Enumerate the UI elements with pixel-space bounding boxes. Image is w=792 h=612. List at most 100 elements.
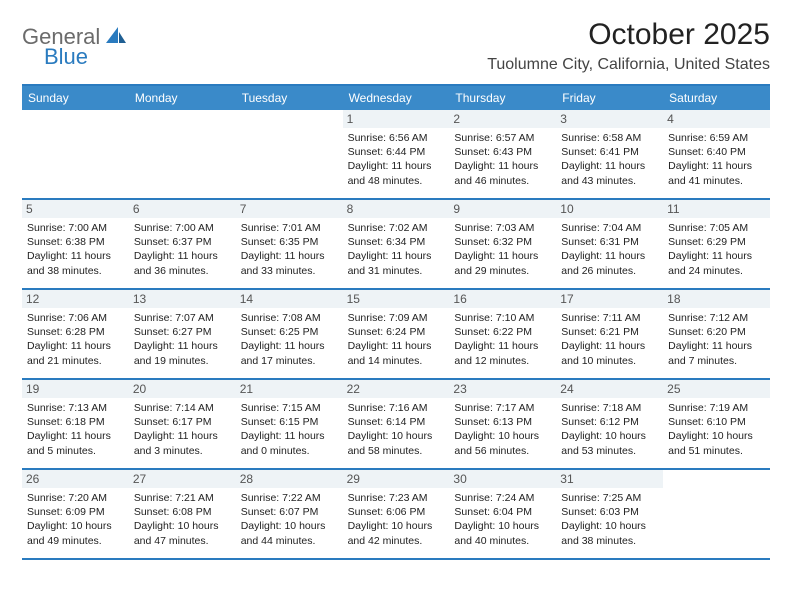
day-number: 4 [663,110,770,128]
calendar-day: 11Sunrise: 7:05 AMSunset: 6:29 PMDayligh… [663,200,770,288]
daylight-line-1: Daylight: 11 hours [561,159,658,173]
sunset-line: Sunset: 6:14 PM [348,415,445,429]
day-number: 5 [22,200,129,218]
sunrise-line: Sunrise: 7:07 AM [134,311,231,325]
sunrise-line: Sunrise: 7:09 AM [348,311,445,325]
calendar-day: 28Sunrise: 7:22 AMSunset: 6:07 PMDayligh… [236,470,343,558]
sunset-line: Sunset: 6:32 PM [454,235,551,249]
sunrise-line: Sunrise: 7:08 AM [241,311,338,325]
sunset-line: Sunset: 6:13 PM [454,415,551,429]
day-number: 29 [343,470,450,488]
calendar-empty [22,110,129,198]
logo-text-blue: Blue [44,44,88,70]
daylight-line-2: and 29 minutes. [454,264,551,278]
calendar-day: 15Sunrise: 7:09 AMSunset: 6:24 PMDayligh… [343,290,450,378]
calendar-day: 24Sunrise: 7:18 AMSunset: 6:12 PMDayligh… [556,380,663,468]
sunset-line: Sunset: 6:22 PM [454,325,551,339]
daylight-line-1: Daylight: 11 hours [27,429,124,443]
daylight-line-1: Daylight: 11 hours [241,339,338,353]
daylight-line-1: Daylight: 11 hours [241,249,338,263]
daylight-line-2: and 12 minutes. [454,354,551,368]
daylight-line-2: and 58 minutes. [348,444,445,458]
day-number: 17 [556,290,663,308]
sunset-line: Sunset: 6:10 PM [668,415,765,429]
daylight-line-2: and 38 minutes. [561,534,658,548]
sunset-line: Sunset: 6:38 PM [27,235,124,249]
sunrise-line: Sunrise: 6:56 AM [348,131,445,145]
daylight-line-1: Daylight: 11 hours [454,159,551,173]
daylight-line-1: Daylight: 11 hours [134,339,231,353]
sunset-line: Sunset: 6:18 PM [27,415,124,429]
calendar-week: 1Sunrise: 6:56 AMSunset: 6:44 PMDaylight… [22,110,770,200]
daylight-line-1: Daylight: 11 hours [348,159,445,173]
daylight-line-2: and 53 minutes. [561,444,658,458]
day-number: 27 [129,470,236,488]
calendar-day: 9Sunrise: 7:03 AMSunset: 6:32 PMDaylight… [449,200,556,288]
daylight-line-2: and 47 minutes. [134,534,231,548]
sunset-line: Sunset: 6:09 PM [27,505,124,519]
daylight-line-2: and 56 minutes. [454,444,551,458]
daylight-line-1: Daylight: 10 hours [454,429,551,443]
day-number: 6 [129,200,236,218]
daylight-line-2: and 31 minutes. [348,264,445,278]
sunset-line: Sunset: 6:27 PM [134,325,231,339]
sunset-line: Sunset: 6:31 PM [561,235,658,249]
day-number: 20 [129,380,236,398]
calendar-week: 5Sunrise: 7:00 AMSunset: 6:38 PMDaylight… [22,200,770,290]
sunrise-line: Sunrise: 7:17 AM [454,401,551,415]
sunset-line: Sunset: 6:40 PM [668,145,765,159]
daylight-line-1: Daylight: 11 hours [27,339,124,353]
calendar-day: 14Sunrise: 7:08 AMSunset: 6:25 PMDayligh… [236,290,343,378]
sunrise-line: Sunrise: 7:16 AM [348,401,445,415]
calendar-day: 4Sunrise: 6:59 AMSunset: 6:40 PMDaylight… [663,110,770,198]
sunset-line: Sunset: 6:28 PM [27,325,124,339]
calendar-day: 20Sunrise: 7:14 AMSunset: 6:17 PMDayligh… [129,380,236,468]
sunrise-line: Sunrise: 7:00 AM [27,221,124,235]
daylight-line-2: and 33 minutes. [241,264,338,278]
calendar-day: 8Sunrise: 7:02 AMSunset: 6:34 PMDaylight… [343,200,450,288]
sunset-line: Sunset: 6:44 PM [348,145,445,159]
sunrise-line: Sunrise: 7:18 AM [561,401,658,415]
day-number: 1 [343,110,450,128]
day-number: 16 [449,290,556,308]
sunrise-line: Sunrise: 7:21 AM [134,491,231,505]
daylight-line-1: Daylight: 10 hours [668,429,765,443]
day-header-cell: Sunday [22,86,129,110]
calendar-day: 30Sunrise: 7:24 AMSunset: 6:04 PMDayligh… [449,470,556,558]
day-number: 8 [343,200,450,218]
daylight-line-2: and 24 minutes. [668,264,765,278]
sunrise-line: Sunrise: 7:06 AM [27,311,124,325]
daylight-line-2: and 0 minutes. [241,444,338,458]
sunset-line: Sunset: 6:17 PM [134,415,231,429]
day-number: 24 [556,380,663,398]
calendar-day: 16Sunrise: 7:10 AMSunset: 6:22 PMDayligh… [449,290,556,378]
day-number: 19 [22,380,129,398]
calendar-day: 26Sunrise: 7:20 AMSunset: 6:09 PMDayligh… [22,470,129,558]
daylight-line-2: and 43 minutes. [561,174,658,188]
sunrise-line: Sunrise: 7:01 AM [241,221,338,235]
calendar-week: 26Sunrise: 7:20 AMSunset: 6:09 PMDayligh… [22,470,770,560]
calendar-empty [129,110,236,198]
sunset-line: Sunset: 6:25 PM [241,325,338,339]
day-number: 7 [236,200,343,218]
calendar-day: 29Sunrise: 7:23 AMSunset: 6:06 PMDayligh… [343,470,450,558]
daylight-line-1: Daylight: 11 hours [561,249,658,263]
calendar: SundayMondayTuesdayWednesdayThursdayFrid… [22,84,770,560]
daylight-line-2: and 17 minutes. [241,354,338,368]
daylight-line-1: Daylight: 11 hours [454,249,551,263]
day-number: 9 [449,200,556,218]
daylight-line-1: Daylight: 11 hours [27,249,124,263]
calendar-empty [663,470,770,558]
calendar-day: 23 Sunrise: 7:17 AMSunset: 6:13 PMDayligh… [449,380,556,468]
daylight-line-1: Daylight: 11 hours [134,249,231,263]
day-number: 15 [343,290,450,308]
sunset-line: Sunset: 6:03 PM [561,505,658,519]
calendar-week: 12Sunrise: 7:06 AMSunset: 6:28 PMDayligh… [22,290,770,380]
daylight-line-2: and 14 minutes. [348,354,445,368]
day-number: 18 [663,290,770,308]
day-number: 23 [449,380,556,398]
daylight-line-2: and 36 minutes. [134,264,231,278]
sunrise-line: Sunrise: 7:04 AM [561,221,658,235]
title-block: October 2025 Tuolumne City, California, … [487,18,770,74]
day-number: 13 [129,290,236,308]
